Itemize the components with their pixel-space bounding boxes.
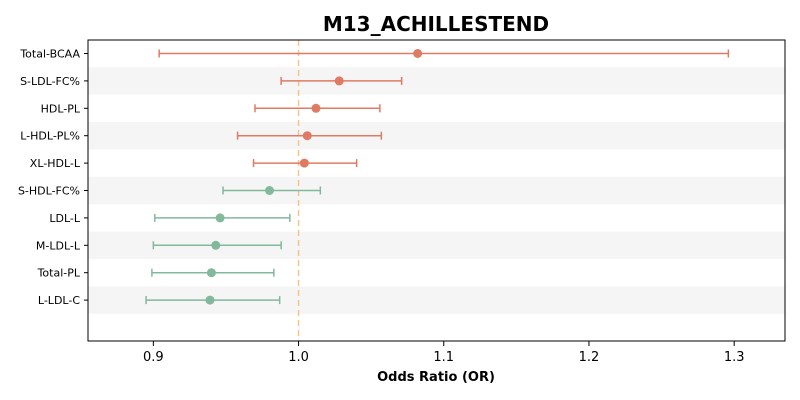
y-axis: Total-BCAA S-LDL-FC% HDL-PL L-HDL-PL% XL-HDL… [18, 48, 88, 307]
row-mark [152, 240, 282, 250]
y-tick-label: S-HDL-FC% [18, 185, 80, 198]
y-tick-label: HDL-PL [41, 102, 81, 115]
x-axis-label: Odds Ratio (OR) [377, 370, 495, 385]
row-mark [154, 213, 291, 223]
row-band [88, 176, 785, 205]
or-point [334, 76, 344, 86]
x-axis: 0.9 1.0 1.1 1.2 1.3 [143, 341, 745, 365]
or-point [311, 103, 321, 113]
row-mark [254, 103, 381, 113]
x-tick-label: 0.9 [143, 350, 164, 365]
y-tick-label: S-LDL-FC% [20, 75, 80, 88]
row-mark [158, 49, 730, 58]
or-point [215, 213, 225, 223]
x-tick-label: 1.0 [288, 350, 309, 365]
y-tick-label: Total-PL [37, 267, 81, 280]
x-tick-label: 1.3 [724, 350, 745, 365]
row-band [88, 67, 785, 95]
y-tick-label: L-HDL-PL% [20, 130, 80, 143]
row-mark [252, 158, 358, 168]
or-point [211, 240, 221, 250]
x-tick-label: 1.1 [433, 350, 454, 365]
or-point [413, 49, 423, 58]
y-tick-label: M-LDL-L [36, 239, 81, 252]
y-tick-label: XL-HDL-L [30, 157, 81, 170]
or-point [299, 158, 309, 168]
row-mark [236, 131, 383, 141]
y-tick-label: Total-BCAA [19, 48, 80, 61]
row-mark [222, 186, 322, 195]
row-mark [151, 268, 275, 278]
row-mark [280, 76, 403, 86]
row-bands [88, 67, 785, 314]
y-tick-label: LDL-L [49, 212, 81, 225]
data-marks [145, 49, 730, 305]
or-point [265, 186, 275, 195]
row-band [88, 122, 785, 150]
row-mark [145, 295, 281, 305]
or-point [206, 268, 216, 278]
or-point [302, 131, 312, 141]
chart-title: M13_ACHILLESTEND [323, 12, 549, 36]
x-tick-label: 1.2 [579, 350, 600, 365]
or-point [205, 295, 215, 305]
y-tick-label: L-LDL-C [38, 294, 80, 307]
